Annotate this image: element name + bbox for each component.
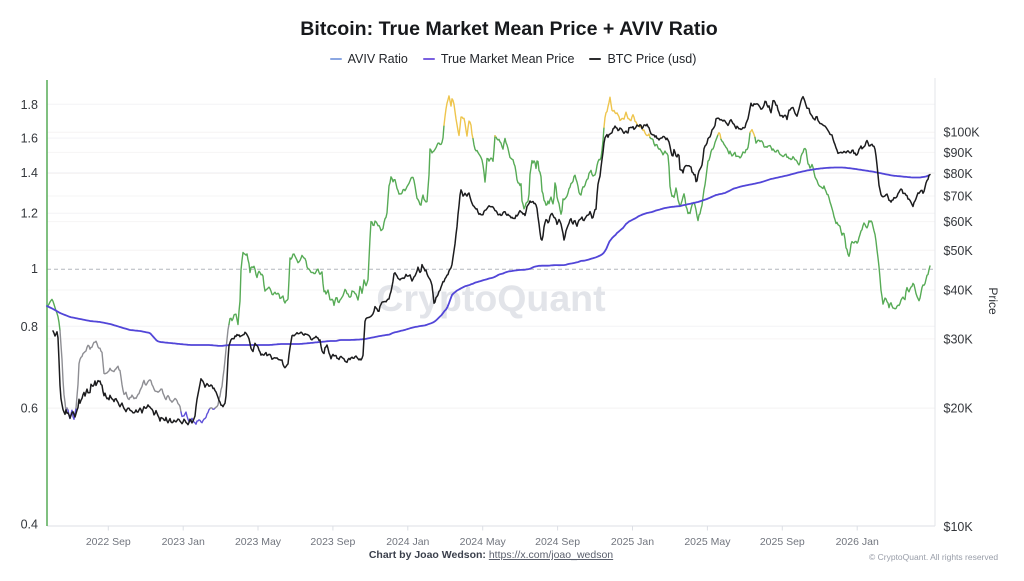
svg-text:Price: Price bbox=[986, 287, 1000, 315]
svg-text:2024 May: 2024 May bbox=[460, 536, 507, 548]
svg-text:$60K: $60K bbox=[944, 215, 974, 229]
svg-text:2025 Sep: 2025 Sep bbox=[760, 536, 805, 548]
svg-text:2023 May: 2023 May bbox=[235, 536, 282, 548]
svg-text:$70K: $70K bbox=[944, 190, 974, 204]
svg-text:2025 Jan: 2025 Jan bbox=[611, 536, 654, 548]
svg-text:2026 Jan: 2026 Jan bbox=[836, 536, 879, 548]
svg-text:0.4: 0.4 bbox=[21, 518, 38, 532]
svg-text:0.6: 0.6 bbox=[21, 402, 38, 416]
svg-text:2022 Sep: 2022 Sep bbox=[86, 536, 131, 548]
svg-text:1.8: 1.8 bbox=[21, 98, 38, 112]
svg-text:1.2: 1.2 bbox=[21, 207, 38, 221]
svg-text:$80K: $80K bbox=[944, 167, 974, 181]
svg-text:2024 Sep: 2024 Sep bbox=[535, 536, 580, 548]
svg-text:$50K: $50K bbox=[944, 244, 974, 258]
svg-text:2024 Jan: 2024 Jan bbox=[386, 536, 429, 548]
svg-text:$90K: $90K bbox=[944, 146, 974, 160]
svg-text:CryptoQuant: CryptoQuant bbox=[376, 277, 606, 319]
svg-text:$10K: $10K bbox=[944, 520, 974, 534]
svg-text:$100K: $100K bbox=[944, 126, 981, 140]
svg-text:$30K: $30K bbox=[944, 332, 974, 346]
svg-text:2023 Jan: 2023 Jan bbox=[162, 536, 205, 548]
svg-text:1: 1 bbox=[31, 262, 38, 276]
svg-text:1.4: 1.4 bbox=[21, 166, 38, 180]
svg-text:1.6: 1.6 bbox=[21, 132, 38, 146]
svg-text:2025 May: 2025 May bbox=[684, 536, 731, 548]
svg-text:$20K: $20K bbox=[944, 402, 974, 416]
svg-text:$40K: $40K bbox=[944, 284, 974, 298]
svg-text:2023 Sep: 2023 Sep bbox=[310, 536, 355, 548]
svg-text:0.8: 0.8 bbox=[21, 320, 38, 334]
